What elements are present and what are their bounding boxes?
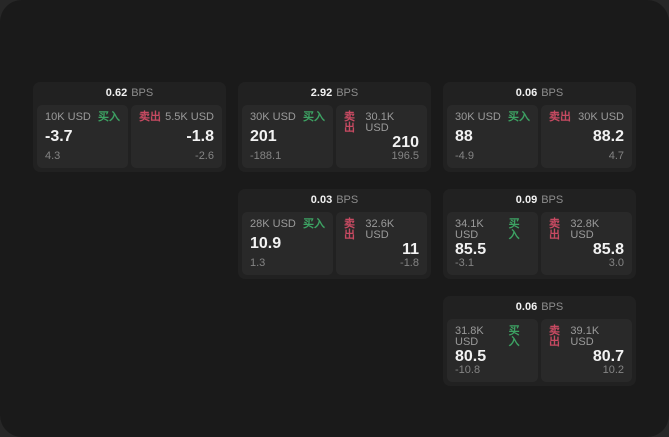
bps-value: 0.06 [515, 301, 538, 313]
buy-side-label: 买入 [303, 111, 325, 123]
buy-quote-panel[interactable]: 30K USD 买入 201 -188.1 [242, 105, 333, 168]
buy-size: 34.1K USD [455, 218, 484, 241]
bps-header: 2.92 BPS [238, 82, 431, 105]
sell-quote-panel[interactable]: 卖出 32.8K USD 85.8 3.0 [541, 212, 632, 275]
buy-quote-panel[interactable]: 28K USD 买入 10.9 1.3 [242, 212, 333, 275]
quote-body: 10K USD 买入 -3.7 4.3 卖出 5.5K USD -1.8 -2.… [33, 105, 226, 172]
buy-change: -4.9 [455, 150, 474, 162]
buy-size: 30K USD [455, 111, 501, 123]
sell-side-label: 卖出 [549, 111, 571, 123]
sell-price: -1.8 [186, 128, 214, 145]
sell-quote-panel[interactable]: 卖出 30K USD 88.2 4.7 [541, 105, 632, 168]
bps-unit-label: BPS [336, 194, 359, 206]
sell-quote-panel[interactable]: 卖出 5.5K USD -1.8 -2.6 [131, 105, 222, 168]
sell-price: 11 [402, 240, 419, 258]
buy-quote-panel[interactable]: 30K USD 买入 88 -4.9 [447, 105, 538, 168]
buy-change: 4.3 [45, 150, 61, 162]
sell-change: -2.6 [195, 150, 214, 162]
sell-side-label: 卖出 [344, 218, 355, 241]
sell-price: 85.8 [592, 240, 624, 258]
sell-quote-panel[interactable]: 卖出 32.6K USD 11 -1.8 [336, 212, 427, 275]
bps-unit-label: BPS [336, 87, 359, 99]
buy-side-label: 买入 [508, 218, 520, 241]
sell-side-label: 卖出 [139, 111, 161, 123]
sell-change: 196.5 [391, 150, 419, 162]
bps-header: 0.06 BPS [443, 296, 636, 319]
sell-change: 10.2 [602, 364, 624, 376]
buy-side-label: 买入 [508, 111, 530, 123]
buy-change: -10.8 [455, 364, 481, 376]
sell-size: 30.1K USD [365, 111, 395, 134]
buy-price: 201 [250, 128, 277, 145]
sell-quote-panel[interactable]: 卖出 39.1K USD 80.7 10.2 [541, 319, 632, 382]
quote-card[interactable]: 0.06 BPS 30K USD 买入 88 -4.9 卖出 30K USD [443, 82, 636, 172]
sell-price: 80.7 [592, 347, 624, 365]
buy-quote-panel[interactable]: 10K USD 买入 -3.7 4.3 [37, 105, 128, 168]
bps-header: 0.03 BPS [238, 189, 431, 212]
bps-header: 0.62 BPS [33, 82, 226, 105]
quote-body: 34.1K USD 买入 85.5 -3.1 卖出 32.8K USD 85.8… [443, 212, 636, 279]
bps-unit-label: BPS [541, 87, 564, 99]
quote-card[interactable]: 0.03 BPS 28K USD 买入 10.9 1.3 卖出 32.6K US… [238, 189, 431, 279]
quote-body: 28K USD 买入 10.9 1.3 卖出 32.6K USD 11 -1.8 [238, 212, 431, 279]
bps-unit-label: BPS [541, 301, 564, 313]
bps-header: 0.06 BPS [443, 82, 636, 105]
sell-side-label: 卖出 [549, 325, 560, 348]
buy-price: 85.5 [455, 240, 487, 258]
buy-change: 1.3 [250, 257, 266, 269]
buy-quote-panel[interactable]: 31.8K USD 买入 80.5 -10.8 [447, 319, 538, 382]
buy-side-label: 买入 [98, 111, 120, 123]
buy-side-label: 买入 [508, 325, 520, 348]
buy-size: 30K USD [250, 111, 296, 123]
quote-body: 31.8K USD 买入 80.5 -10.8 卖出 39.1K USD 80.… [443, 319, 636, 386]
buy-change: -3.1 [455, 257, 474, 269]
sell-change: 4.7 [608, 150, 624, 162]
sell-size: 32.8K USD [570, 218, 600, 241]
quote-body: 30K USD 买入 88 -4.9 卖出 30K USD 88.2 4.7 [443, 105, 636, 172]
buy-change: -188.1 [250, 150, 282, 162]
bps-value: 0.03 [310, 194, 333, 206]
sell-side-label: 卖出 [344, 111, 355, 134]
buy-price: -3.7 [45, 128, 73, 145]
bps-value: 0.09 [515, 194, 538, 206]
bps-value: 0.06 [515, 87, 538, 99]
buy-price: 10.9 [250, 235, 282, 252]
sell-size: 39.1K USD [570, 325, 600, 348]
sell-size: 32.6K USD [365, 218, 395, 241]
buy-price: 88 [455, 128, 473, 145]
bps-header: 0.09 BPS [443, 189, 636, 212]
quote-body: 30K USD 买入 201 -188.1 卖出 30.1K USD 210 1… [238, 105, 431, 172]
sell-quote-panel[interactable]: 卖出 30.1K USD 210 196.5 [336, 105, 427, 168]
buy-price: 80.5 [455, 347, 487, 365]
sell-change: 3.0 [608, 257, 624, 269]
sell-side-label: 卖出 [549, 218, 560, 241]
bps-unit-label: BPS [131, 87, 154, 99]
quote-card-grid: 0.62 BPS 10K USD 买入 -3.7 4.3 卖出 5.5K USD [33, 82, 636, 386]
quote-card[interactable]: 0.06 BPS 31.8K USD 买入 80.5 -10.8 卖出 39.1… [443, 296, 636, 386]
quote-card[interactable]: 2.92 BPS 30K USD 买入 201 -188.1 卖出 30.1K … [238, 82, 431, 172]
sell-change: -1.8 [400, 257, 419, 269]
bps-unit-label: BPS [541, 194, 564, 206]
buy-size: 28K USD [250, 218, 296, 230]
buy-size: 31.8K USD [455, 325, 484, 348]
bps-value: 0.62 [105, 87, 128, 99]
sell-size: 5.5K USD [165, 111, 214, 123]
sell-price: 210 [392, 133, 419, 151]
buy-side-label: 买入 [303, 218, 325, 230]
buy-size: 10K USD [45, 111, 91, 123]
quote-card[interactable]: 0.62 BPS 10K USD 买入 -3.7 4.3 卖出 5.5K USD [33, 82, 226, 172]
sell-price: 88.2 [592, 128, 624, 145]
sell-size: 30K USD [578, 111, 624, 123]
bps-value: 2.92 [310, 87, 333, 99]
quote-card[interactable]: 0.09 BPS 34.1K USD 买入 85.5 -3.1 卖出 32.8K… [443, 189, 636, 279]
buy-quote-panel[interactable]: 34.1K USD 买入 85.5 -3.1 [447, 212, 538, 275]
